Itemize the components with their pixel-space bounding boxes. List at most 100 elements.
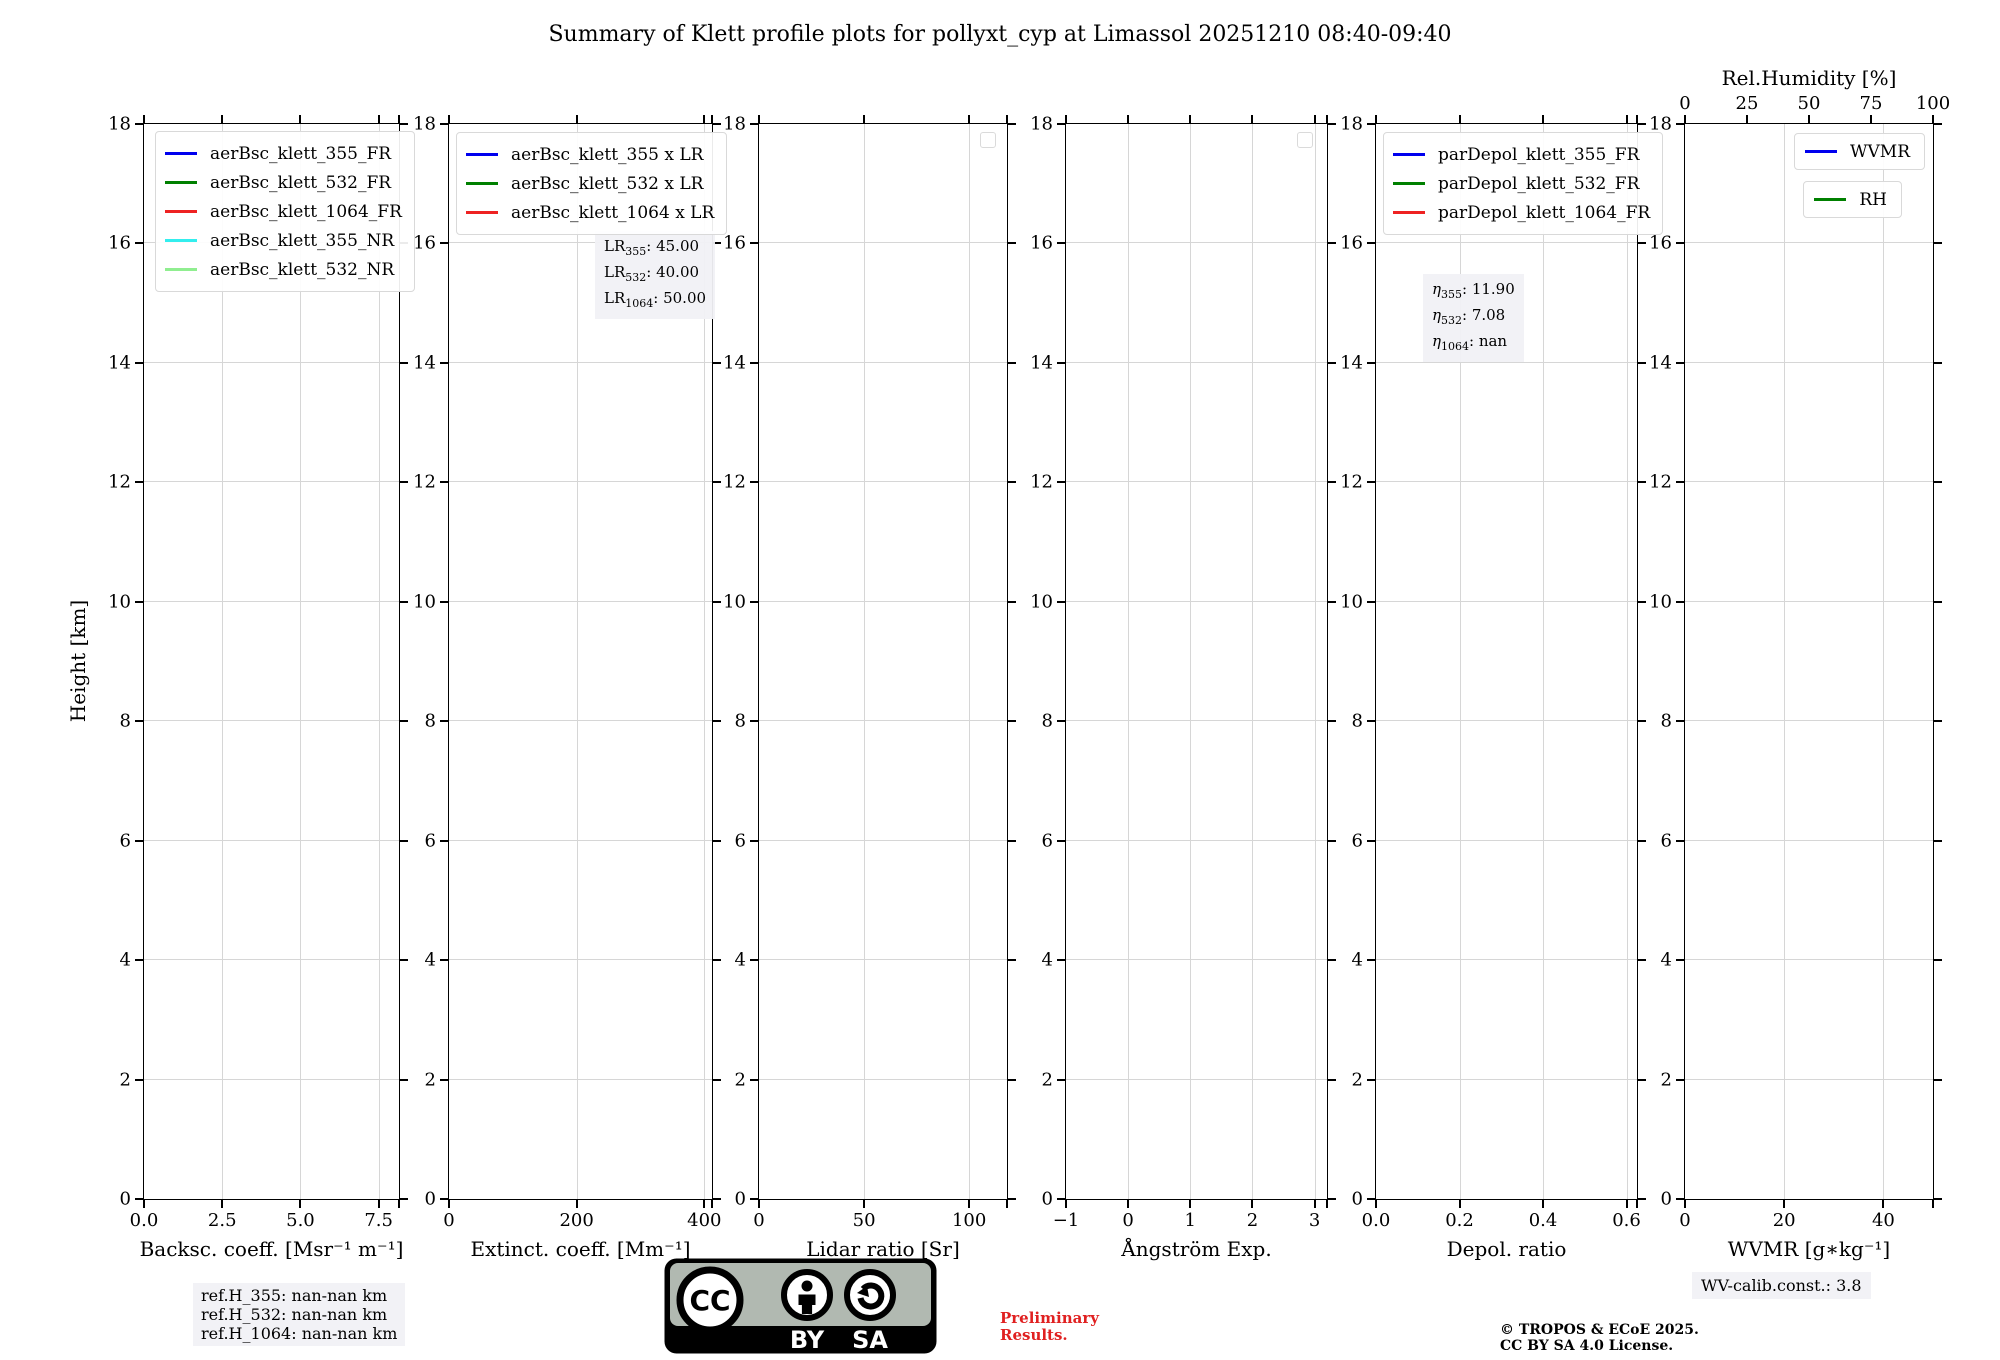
x-tick: [1127, 1199, 1130, 1208]
x-gridline: [576, 124, 578, 1199]
y-tick: [1057, 1078, 1066, 1081]
legend-item-label: aerBsc_klett_532_FR: [210, 172, 392, 193]
x-top-tick: [1006, 115, 1008, 124]
y-right-tick: [1007, 959, 1016, 962]
x-top-tick: [1684, 115, 1686, 124]
y-right-tick: [712, 242, 721, 245]
annotation-symbol: η: [1432, 280, 1441, 298]
x-tick: [1458, 1199, 1461, 1208]
y-gridline: [144, 481, 399, 483]
x-tick: [1375, 1199, 1377, 1208]
legend-item: aerBsc_klett_532 x LR: [466, 169, 714, 198]
preliminary-line-1: Preliminary: [1000, 1309, 1099, 1327]
y-tick: [135, 839, 144, 842]
y-right-tick: [712, 1078, 721, 1081]
legend-item: aerBsc_klett_532_FR: [165, 168, 402, 197]
plot-panel-angstrom: −1 0 1 2 3 0 2 4 6 8 10 12 14 16 18 Ångström Exp.: [1030, 114, 1336, 1261]
legend-item-label: aerBsc_klett_532 x LR: [511, 173, 704, 194]
y-tick: [750, 361, 759, 364]
cc-icon: [676, 1266, 744, 1334]
y-tick-label: 16: [723, 232, 746, 254]
y-gridline: [759, 242, 1007, 244]
y-right-tick: [399, 1078, 408, 1081]
y-tick-label: 14: [723, 352, 746, 374]
y-right-tick: [712, 481, 721, 484]
y-right-tick: [1327, 242, 1336, 245]
y-tick: [750, 1078, 759, 1081]
y-right-tick: [399, 839, 408, 842]
y-tick-label: 12: [1649, 471, 1672, 493]
y-tick-label: 2: [119, 1069, 131, 1091]
x-tick: [299, 1199, 302, 1208]
legend-item-label: aerBsc_klett_355 x LR: [511, 144, 704, 165]
y-tick-label: 8: [1351, 710, 1363, 732]
annotation-box: η355: 11.90 η532: 7.08 η1064: nan: [1423, 274, 1524, 362]
y-gridline: [449, 361, 712, 363]
annotation-symbol: LR: [604, 289, 626, 307]
x-tick-label: 0.0: [1361, 1210, 1391, 1231]
x-tick-label: 3: [1308, 1210, 1321, 1231]
legend-color-line: [1393, 153, 1425, 156]
legend-item: parDepol_klett_355_FR: [1393, 140, 1650, 169]
y-gridline: [449, 242, 712, 244]
sa-arrow-icon: [844, 1269, 896, 1321]
top-tick-label: 50: [1797, 93, 1821, 114]
y-right-tick: [1327, 959, 1336, 962]
y-gridline: [1685, 720, 1933, 722]
y-tick-label: 10: [723, 591, 746, 613]
legend-item-label: parDepol_klett_355_FR: [1438, 144, 1640, 165]
x-tick-label: 0.2: [1445, 1210, 1474, 1231]
legend-item: WVMR: [1805, 138, 1910, 165]
legend-item-label: parDepol_klett_1064_FR: [1438, 202, 1651, 223]
y-tick: [1057, 1198, 1066, 1200]
y-gridline: [1685, 1078, 1933, 1080]
y-gridline: [449, 959, 712, 961]
y-tick: [750, 1198, 759, 1200]
y-right-tick: [712, 123, 721, 125]
y-right-tick: [1327, 123, 1336, 125]
x-axis-label: WVMR [g∗kg⁻¹]: [1727, 1237, 1891, 1261]
y-tick-label: 18: [1340, 113, 1363, 135]
y-tick: [750, 839, 759, 842]
extinction-legend: aerBsc_klett_355 x LR aerBsc_klett_532 x …: [456, 132, 728, 235]
y-gridline: [1066, 361, 1327, 363]
y-tick: [1676, 361, 1685, 364]
legend-color-line: [466, 211, 498, 214]
preliminary-results-note: Preliminary Results.: [1000, 1310, 1099, 1344]
y-tick: [1676, 481, 1685, 484]
x-top-tick: [1127, 115, 1130, 124]
y-tick-label: 8: [734, 710, 746, 732]
x-top-tick: [758, 115, 760, 124]
x-tick: [758, 1199, 760, 1208]
y-right-tick: [1637, 720, 1646, 723]
y-right-tick: [1007, 481, 1016, 484]
y-tick: [1057, 481, 1066, 484]
y-right-tick: [1007, 123, 1016, 125]
y-right-tick: [1007, 1078, 1016, 1081]
y-right-tick: [1933, 481, 1942, 484]
y-gridline: [1376, 839, 1637, 841]
y-tick: [440, 959, 449, 962]
page-title: Summary of Klett profile plots for polly…: [548, 22, 1452, 47]
y-tick: [135, 361, 144, 364]
x-tick-label: 2: [1246, 1210, 1259, 1231]
y-tick: [440, 720, 449, 723]
x-gridline: [1543, 124, 1545, 1199]
empty-legend-box: [980, 132, 996, 148]
x-gridline: [1784, 124, 1786, 1199]
y-tick-label: 2: [734, 1069, 746, 1091]
y-gridline: [759, 481, 1007, 483]
x-top-tick: [398, 115, 400, 124]
x-axis-label: Ångström Exp.: [1121, 1237, 1272, 1261]
y-gridline: [759, 600, 1007, 602]
legend-item: RH: [1814, 186, 1887, 213]
y-right-tick: [1637, 361, 1646, 364]
x-top-tick: [448, 115, 450, 124]
x-top-tick: [1542, 115, 1545, 124]
x-gridline: [1252, 124, 1254, 1199]
legend-color-line: [1393, 182, 1425, 185]
legend-item-label: aerBsc_klett_355_FR: [210, 143, 392, 164]
x-top-tick: [1313, 115, 1316, 124]
ref-height-1064: ref.H_1064: nan-nan km: [201, 1324, 398, 1343]
x-tick: [1932, 1199, 1934, 1208]
